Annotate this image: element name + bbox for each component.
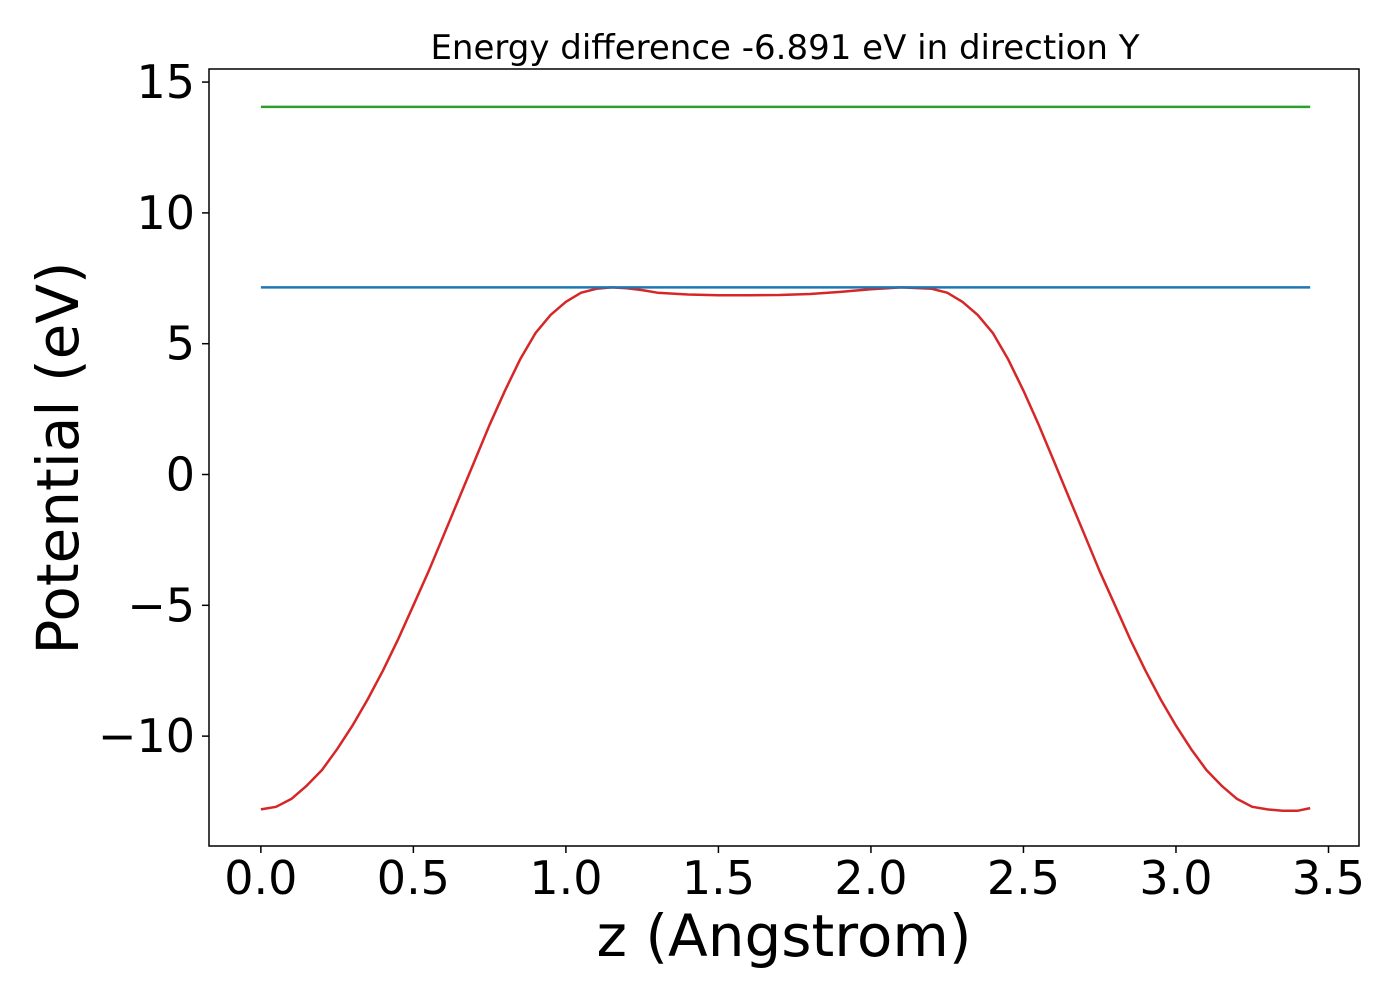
x-tick-label: 0.5 bbox=[377, 851, 450, 905]
x-tick-label: 3.5 bbox=[1292, 851, 1365, 905]
x-tick-label: 1.0 bbox=[529, 851, 602, 905]
y-tick-label: 0 bbox=[166, 448, 195, 502]
x-tick-label: 0.0 bbox=[224, 851, 297, 905]
y-axis-label: Potential (eV) bbox=[24, 261, 92, 654]
x-axis-label: z (Angstrom) bbox=[597, 902, 972, 970]
x-axis: 0.0 0.5 1.0 1.5 2.0 2.5 3.0 3.5 bbox=[224, 846, 1365, 905]
x-tick-label: 2.0 bbox=[834, 851, 907, 905]
y-tick-label: 15 bbox=[136, 55, 195, 109]
x-tick-label: 3.0 bbox=[1139, 851, 1212, 905]
y-tick-label: −10 bbox=[98, 709, 195, 763]
series-layer bbox=[260, 105, 1311, 812]
y-tick-label: 5 bbox=[166, 317, 195, 371]
y-tick-label: −5 bbox=[127, 578, 195, 632]
y-axis: −10 −5 0 5 10 15 bbox=[98, 55, 209, 763]
x-tick-label: 2.5 bbox=[987, 851, 1060, 905]
y-tick-label: 10 bbox=[136, 186, 195, 240]
x-tick-label: 1.5 bbox=[682, 851, 755, 905]
chart-title: Energy difference -6.891 eV in direction… bbox=[430, 28, 1139, 68]
series-line-1 bbox=[260, 286, 1311, 812]
plot-frame bbox=[208, 68, 1360, 847]
